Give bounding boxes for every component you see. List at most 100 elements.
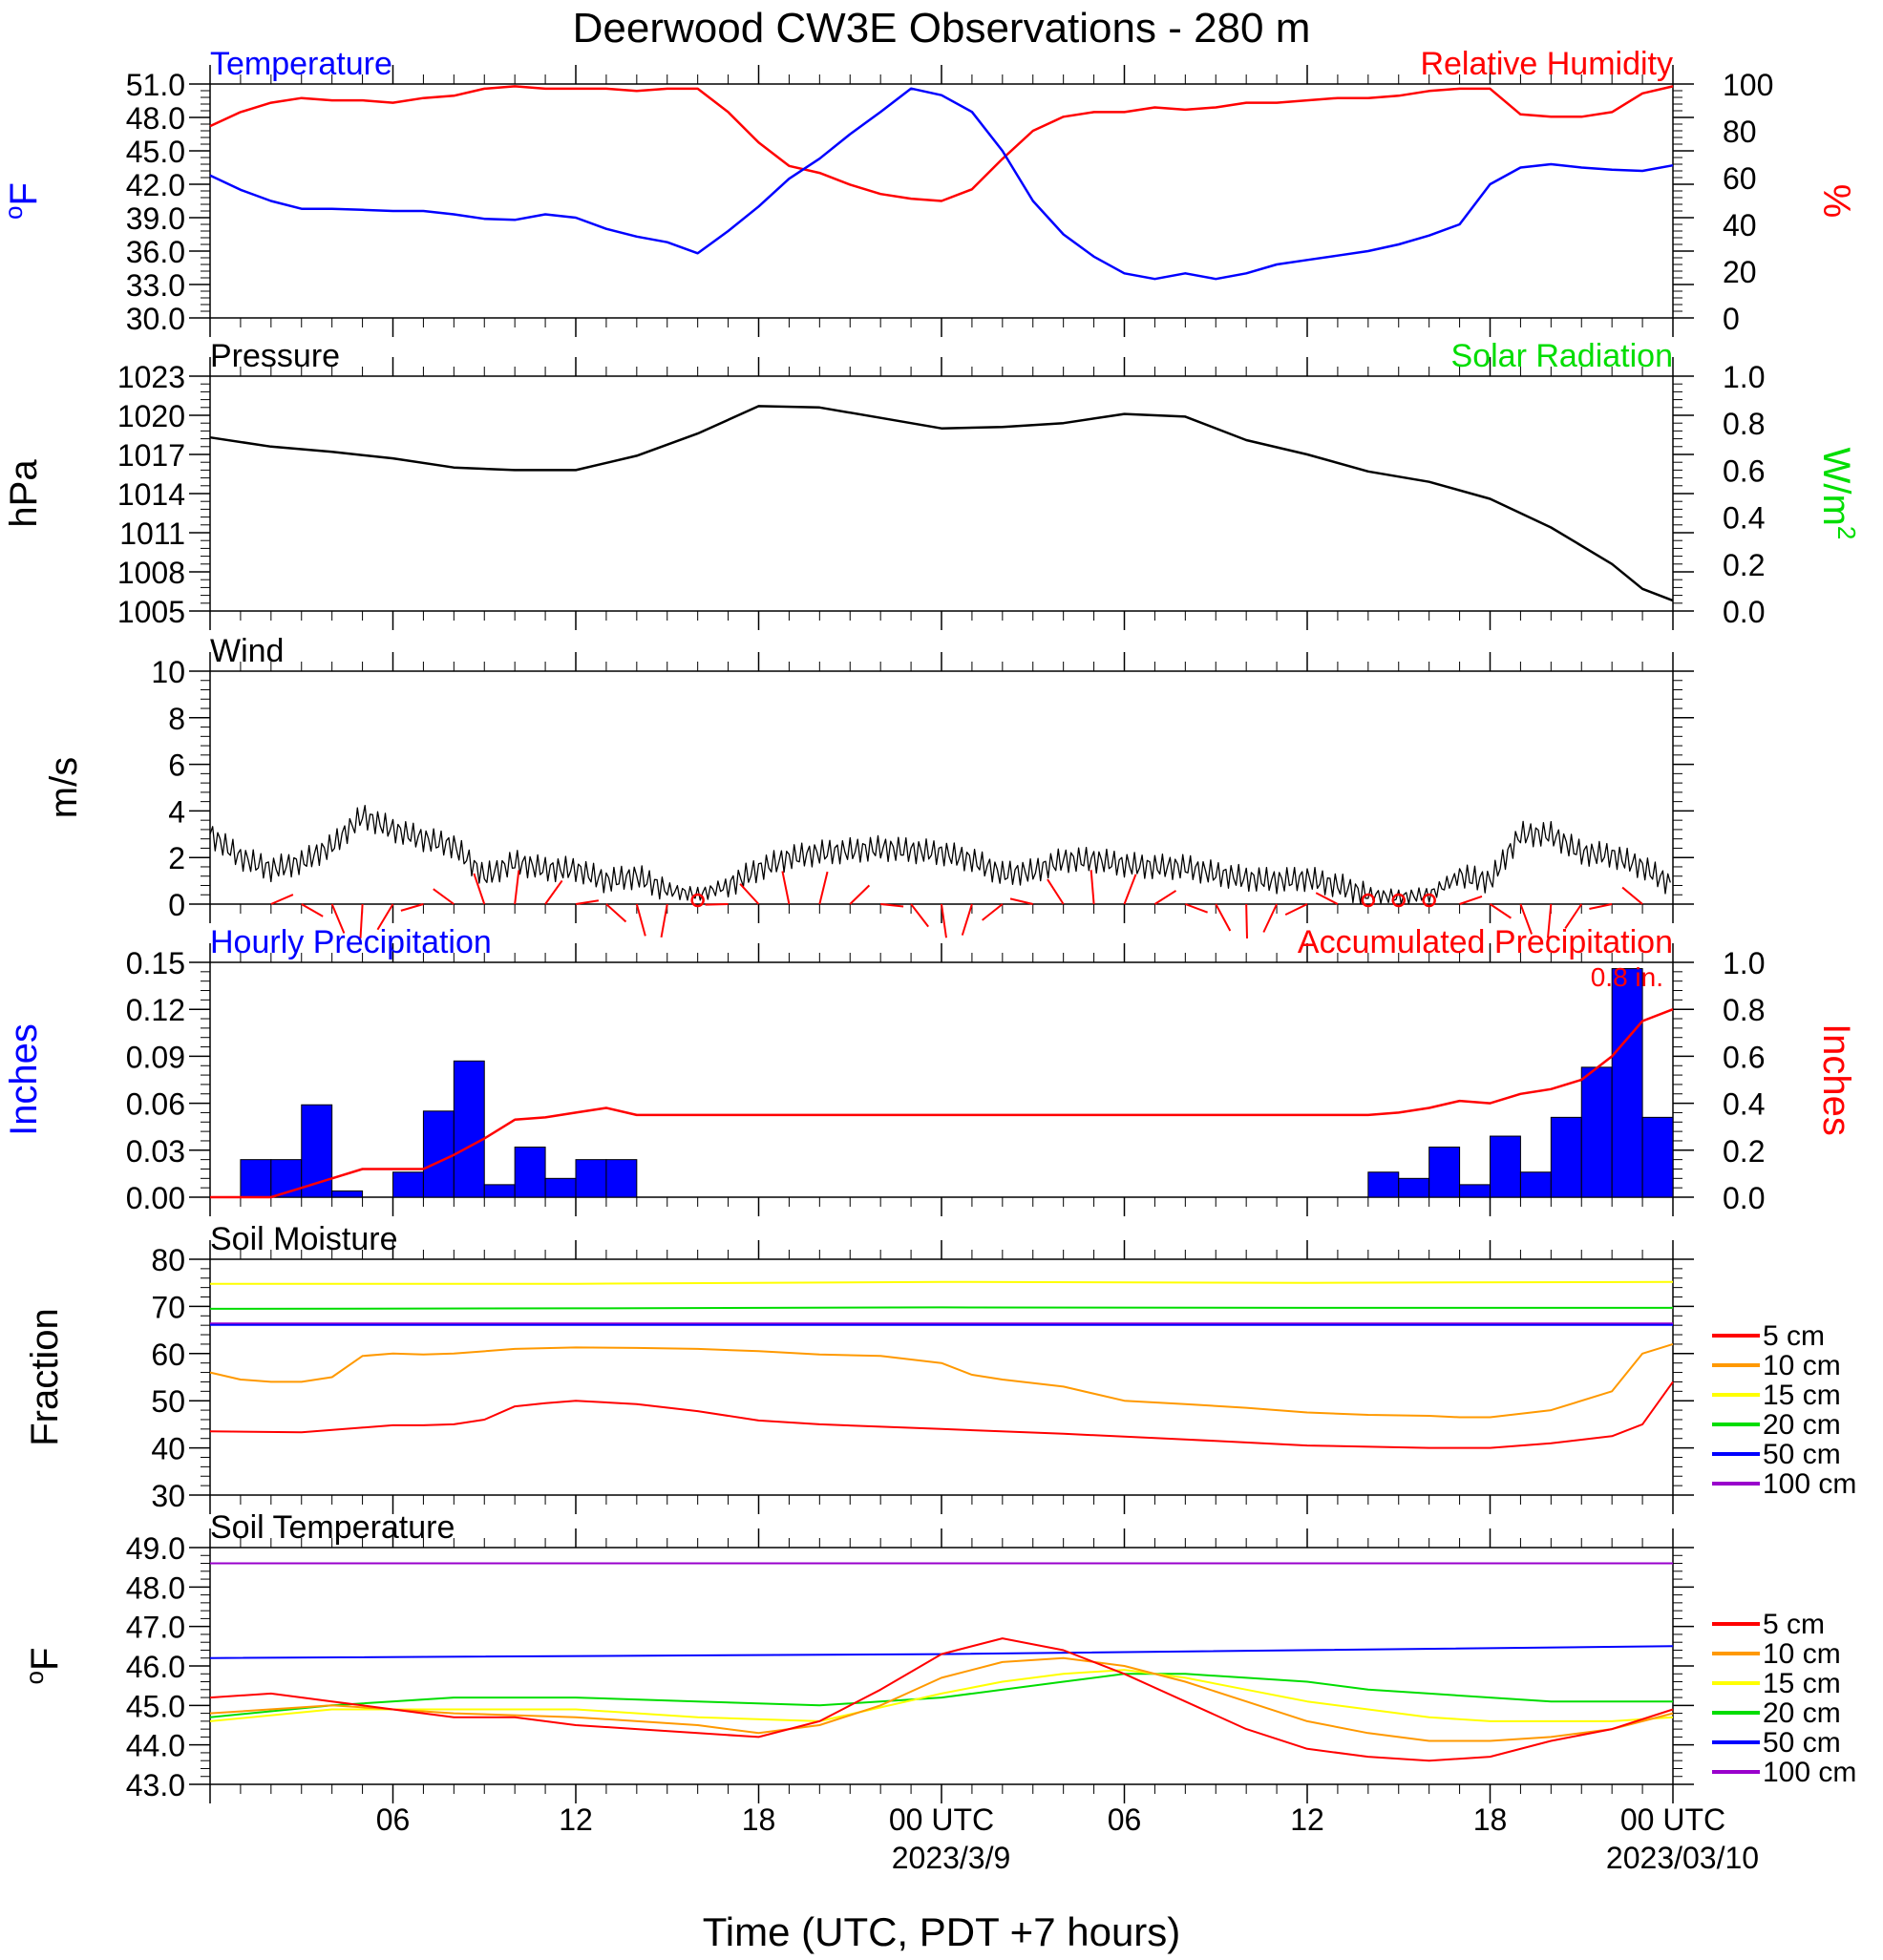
x-tick-label: 18: [1473, 1802, 1508, 1837]
y-tick-label-right: 80: [1723, 115, 1757, 149]
hourly-precip-bar: [575, 1159, 607, 1198]
x-tick-label: 06: [376, 1802, 411, 1837]
y-tick-label-left: 10: [151, 655, 185, 689]
y-tick-label-left: 0.00: [126, 1181, 185, 1215]
wind-barb: [270, 894, 294, 905]
wind-barb: [1047, 878, 1065, 905]
hourly-precip-bar: [422, 1110, 455, 1198]
wind-barb: [1009, 897, 1033, 905]
x-tick-label: 06: [1108, 1802, 1142, 1837]
panel-frame: [209, 1547, 1674, 1785]
y-tick-label-right: 0.4: [1723, 501, 1765, 536]
hourly-precip-bar: [392, 1171, 424, 1198]
wind-barb: [575, 899, 600, 905]
y-tick-label-left: 0.06: [126, 1087, 185, 1122]
wind-barb: [1262, 903, 1278, 933]
y-tick-label-left: 0.15: [126, 946, 185, 980]
wind-barb-calm: [690, 893, 705, 908]
soil-line: [209, 1380, 1674, 1449]
solar-title: Solar Radiation: [1451, 338, 1673, 374]
legend-label: 100 cm: [1763, 1468, 1856, 1500]
y-tick-label-right: 1.0: [1723, 360, 1765, 394]
y-tick-label-left: 44.0: [126, 1729, 185, 1763]
wind-barb: [605, 903, 627, 923]
wind-barb: [301, 903, 324, 917]
wind-barb: [1284, 903, 1308, 917]
x-tick-label: 12: [559, 1802, 593, 1837]
y-tick-label-right: 100: [1723, 68, 1773, 102]
y-tick-label-left: 49.0: [126, 1531, 185, 1566]
panel-precip: [189, 943, 1694, 1216]
y-tick-label-left: 0: [168, 888, 185, 922]
soil_moisture-title: Soil Moisture: [210, 1221, 398, 1257]
y-tick-label-left: 1017: [117, 438, 185, 473]
x-tick-label: 00 UTC: [1620, 1802, 1725, 1837]
y-tick-label-right: 40: [1723, 208, 1757, 242]
y-tick-label-right: 60: [1723, 161, 1757, 196]
panel-temp_rh: [189, 65, 1694, 337]
y-tick-label-right: 0.8: [1723, 407, 1765, 441]
wind-barb-calm: [1361, 893, 1376, 908]
hourly-precip-bar: [331, 1190, 364, 1198]
y-tick-label-left: 70: [151, 1290, 185, 1324]
hourly-precip-bar: [544, 1177, 577, 1198]
chart-panels: 51.048.045.042.039.036.033.030.010080604…: [0, 46, 1861, 1875]
soil_temperature-title: Soil Temperature: [210, 1509, 455, 1546]
y-tick-label-left: 1008: [117, 556, 185, 590]
wind-barb: [660, 903, 668, 938]
y-tick-label-left: 47.0: [126, 1611, 185, 1645]
pressure-title: Pressure: [210, 338, 340, 374]
panel-frame: [209, 375, 1674, 612]
soil-line: [209, 1669, 1674, 1722]
hourly-precip-bar: [1580, 1066, 1613, 1198]
panel-frame: [209, 670, 1674, 905]
y-tick-label-left: 1005: [117, 595, 185, 629]
y-tick-label-left: 1023: [117, 360, 185, 394]
wind-barb: [1519, 903, 1533, 935]
y-tick-label-right: 0: [1723, 302, 1740, 336]
hourly-precip-bar: [1519, 1171, 1552, 1198]
soil-line: [209, 1306, 1673, 1310]
temperature-title: Temperature: [210, 46, 392, 82]
hourly-precip-bar: [514, 1147, 546, 1198]
hourly-precip-bar: [1550, 1116, 1582, 1198]
soil-line: [209, 1645, 1674, 1659]
pressure-line: [209, 405, 1674, 602]
legend-label: 15 cm: [1763, 1668, 1841, 1699]
x-axis-label: Time (UTC, PDT +7 hours): [703, 1909, 1181, 1954]
y-tick-label-right: 0.0: [1723, 595, 1765, 629]
y-tick-label-left: 45.0: [126, 135, 185, 169]
wind-barb: [1215, 903, 1232, 932]
accum-precip-line: [210, 1008, 1674, 1199]
y-tick-label-right: 0.6: [1723, 453, 1765, 488]
y-tick-label-left: 80: [151, 1243, 185, 1277]
wind-barb: [1589, 903, 1613, 910]
panel-frame: [209, 1258, 1674, 1496]
soil_temperature-unit: oF: [20, 1648, 66, 1685]
soil-line: [210, 1280, 1674, 1285]
wind-barb: [1245, 903, 1249, 939]
wind-barb: [1123, 874, 1137, 905]
legend-label: 5 cm: [1763, 1320, 1825, 1352]
y-tick-label-left: 51.0: [126, 68, 185, 102]
y-tick-label-left: 4: [168, 794, 185, 829]
y-tick-label-left: 1020: [117, 399, 185, 433]
soil-line: [209, 1342, 1674, 1419]
y-tick-label-right: 0.8: [1723, 993, 1765, 1027]
pressure-unit: hPa: [3, 459, 45, 528]
y-tick-label-right: 1.0: [1723, 946, 1765, 980]
y-tick-label-left: 33.0: [126, 268, 185, 303]
wind-barb: [781, 871, 791, 905]
legend-label: 50 cm: [1763, 1727, 1841, 1759]
humidity-unit: %: [1815, 184, 1857, 219]
y-tick-label-left: 0.09: [126, 1040, 185, 1074]
y-tick-label-left: 0.03: [126, 1134, 185, 1169]
legend-label: 15 cm: [1763, 1380, 1841, 1411]
y-tick-label-left: 46.0: [126, 1650, 185, 1684]
y-tick-label-right: 0.6: [1723, 1040, 1765, 1074]
soil-line: [209, 1673, 1673, 1718]
chart-title: Deerwood CW3E Observations - 280 m: [573, 5, 1311, 52]
y-tick-label-left: 42.0: [126, 168, 185, 202]
hourly-precip-bar: [605, 1159, 638, 1198]
hourly-precip-bar: [1641, 1116, 1674, 1198]
